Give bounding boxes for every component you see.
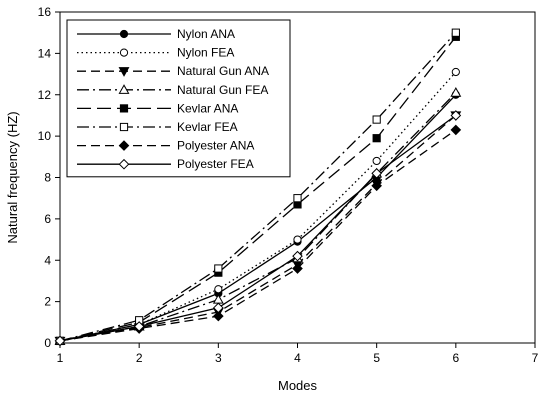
- y-tick-label: 16: [38, 5, 52, 19]
- legend-label: Polyester FEA: [177, 157, 254, 171]
- data-point: [372, 156, 381, 166]
- x-tick-label: 4: [294, 351, 301, 365]
- series-line: [59, 36, 457, 342]
- legend-label: Natural Gun ANA: [177, 64, 269, 78]
- legend-entry: Natural Gun FEA: [77, 83, 268, 97]
- data-point: [213, 310, 224, 322]
- data-point: [292, 250, 303, 262]
- x-tick-label: 7: [532, 351, 539, 365]
- legend-label: Natural Gun FEA: [177, 83, 268, 97]
- series-line: [59, 114, 457, 342]
- legend-entry: Kevlar FEA: [77, 120, 238, 134]
- legend-entry: Kevlar ANA: [77, 101, 238, 115]
- legend-marker: [118, 140, 130, 151]
- legend-marker: [118, 67, 130, 77]
- legend-label: Polyester ANA: [177, 139, 254, 153]
- data-point: [372, 115, 381, 124]
- series-layer: [54, 28, 462, 347]
- data-point: [214, 285, 223, 294]
- legend-box: [66, 19, 291, 178]
- y-tick-label: 14: [38, 46, 52, 60]
- y-tick-label: 2: [44, 295, 51, 309]
- series-6: [55, 28, 460, 346]
- legend-marker: [119, 29, 129, 39]
- legend-marker: [118, 84, 130, 94]
- x-axis: 1 2 3 4 5 6 7: [57, 343, 539, 365]
- data-point: [372, 134, 381, 143]
- series-line: [59, 71, 457, 342]
- data-point: [293, 194, 302, 203]
- data-point: [214, 264, 223, 273]
- y-tick-label: 8: [44, 171, 51, 185]
- data-point: [292, 263, 303, 274]
- x-tick-label: 1: [57, 351, 64, 365]
- data-point: [451, 67, 460, 77]
- legend-entry: Polyester FEA: [77, 157, 254, 171]
- x-tick-label: 2: [136, 351, 143, 365]
- y-tick-label: 4: [44, 253, 51, 267]
- data-point: [450, 124, 462, 136]
- legend-entry: Nylon FEA: [77, 46, 234, 60]
- series-8: [54, 110, 462, 347]
- y-tick-label: 6: [44, 212, 51, 226]
- y-tick-label: 12: [38, 88, 52, 102]
- x-tick-label: 5: [373, 351, 380, 365]
- legend-marker: [119, 122, 129, 132]
- legend-label: Kevlar FEA: [177, 120, 238, 134]
- legend-label: Nylon FEA: [177, 46, 234, 60]
- y-tick-label: 10: [38, 129, 52, 143]
- y-tick-label: 0: [44, 336, 51, 350]
- y-axis: 0 2 4 6 8 10 12 14 16: [38, 5, 60, 350]
- legend: Nylon ANA Nylon FEA Natural Gun ANA Natural…: [66, 19, 291, 178]
- data-point: [450, 110, 462, 121]
- data-point: [293, 235, 302, 244]
- legend-marker: [119, 48, 129, 57]
- legend-label: Nylon ANA: [177, 27, 235, 41]
- series-line: [59, 129, 457, 342]
- legend-entry: Nylon ANA: [77, 27, 235, 41]
- data-point: [451, 28, 460, 37]
- x-tick-label: 3: [215, 351, 222, 365]
- legend-entry: Polyester ANA: [77, 139, 254, 153]
- data-point: [213, 302, 224, 314]
- series-line: [59, 114, 457, 342]
- series-line: [59, 32, 457, 342]
- data-point: [54, 335, 66, 347]
- x-axis-label: Modes: [278, 378, 318, 393]
- legend-marker: [118, 158, 130, 170]
- y-axis-label: Natural frequency (HZ): [5, 111, 20, 243]
- legend-entry: Natural Gun ANA: [77, 64, 269, 78]
- data-point: [133, 321, 145, 332]
- legend-marker: [119, 104, 129, 113]
- data-point: [371, 180, 382, 192]
- x-tick-label: 6: [452, 351, 459, 365]
- data-point: [450, 87, 462, 97]
- data-point: [371, 168, 382, 179]
- legend-label: Kevlar ANA: [177, 101, 238, 115]
